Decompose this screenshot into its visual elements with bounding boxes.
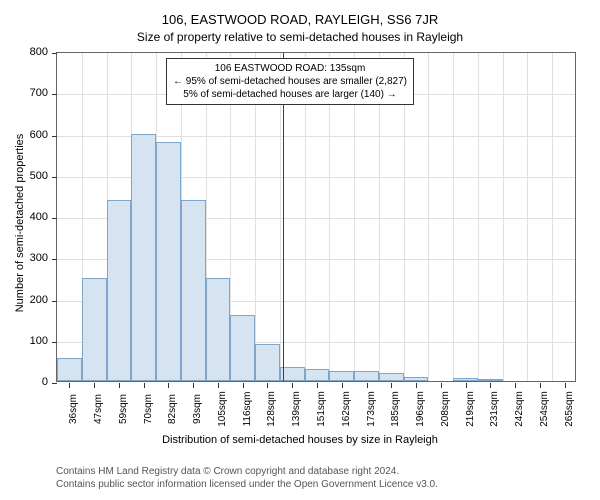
xtick-label: 139sqm (291, 391, 302, 427)
histogram-bar (230, 315, 255, 381)
ytick (52, 136, 57, 137)
ytick (52, 301, 57, 302)
gridline-x (503, 53, 504, 381)
xtick (490, 383, 491, 388)
xtick (267, 383, 268, 388)
annotation-line1: 106 EASTWOOD ROAD: 135sqm (173, 62, 407, 75)
annotation-line3: 5% of semi-detached houses are larger (1… (173, 88, 407, 101)
xtick (193, 383, 194, 388)
histogram-bar (107, 200, 132, 382)
xtick-label: 36sqm (68, 394, 79, 424)
histogram-bar (478, 379, 503, 381)
histogram-bar (379, 373, 404, 381)
xtick (367, 383, 368, 388)
ytick-label: 100 (0, 335, 48, 347)
histogram-bar (57, 358, 82, 381)
histogram-bar (156, 142, 181, 381)
ytick-label: 800 (0, 46, 48, 58)
ytick (52, 218, 57, 219)
xtick (243, 383, 244, 388)
ytick (52, 177, 57, 178)
histogram-bar (329, 371, 354, 381)
xtick (441, 383, 442, 388)
histogram-bar (453, 378, 478, 381)
gridline-x (453, 53, 454, 381)
xtick-label: 265sqm (564, 391, 575, 427)
xtick-label: 231sqm (489, 391, 500, 427)
histogram-bar (181, 200, 206, 382)
ytick (52, 94, 57, 95)
xtick (342, 383, 343, 388)
xtick-label: 105sqm (217, 391, 228, 427)
xtick (218, 383, 219, 388)
xtick (69, 383, 70, 388)
xtick (466, 383, 467, 388)
histogram-bar (255, 344, 280, 381)
histogram-bar (305, 369, 330, 381)
annotation-box: 106 EASTWOOD ROAD: 135sqm← 95% of semi-d… (166, 58, 414, 105)
xtick (515, 383, 516, 388)
xtick-label: 185sqm (390, 391, 401, 427)
gridline-x (428, 53, 429, 381)
chart-title-lower: Size of property relative to semi-detach… (0, 30, 600, 44)
xtick-label: 242sqm (514, 391, 525, 427)
chart-title-upper: 106, EASTWOOD ROAD, RAYLEIGH, SS6 7JR (0, 12, 600, 27)
histogram-bar (131, 134, 156, 382)
gridline-x (527, 53, 528, 381)
x-axis-label: Distribution of semi-detached houses by … (0, 434, 600, 446)
xtick-label: 70sqm (143, 394, 154, 424)
footer-line-2: Contains public sector information licen… (56, 479, 438, 490)
xtick (292, 383, 293, 388)
ytick (52, 259, 57, 260)
histogram-bar (354, 371, 379, 381)
ytick-label: 700 (0, 87, 48, 99)
annotation-line2: ← 95% of semi-detached houses are smalle… (173, 75, 407, 88)
ytick (52, 53, 57, 54)
ytick-label: 600 (0, 129, 48, 141)
gridline-x (478, 53, 479, 381)
ytick-label: 0 (0, 376, 48, 388)
xtick (144, 383, 145, 388)
xtick-label: 208sqm (440, 391, 451, 427)
histogram-bar (404, 377, 429, 381)
xtick (565, 383, 566, 388)
ytick (52, 342, 57, 343)
xtick-label: 151sqm (316, 391, 327, 427)
xtick-label: 93sqm (192, 394, 203, 424)
ytick (52, 383, 57, 384)
gridline-x (552, 53, 553, 381)
xtick-label: 128sqm (266, 391, 277, 427)
xtick-label: 47sqm (93, 394, 104, 424)
xtick (540, 383, 541, 388)
histogram-bar (206, 278, 231, 381)
xtick-label: 116sqm (242, 392, 253, 427)
xtick-label: 173sqm (366, 391, 377, 427)
xtick-label: 59sqm (118, 394, 129, 424)
histogram-bar (82, 278, 107, 381)
xtick (416, 383, 417, 388)
xtick-label: 196sqm (415, 391, 426, 427)
footer-line-1: Contains HM Land Registry data © Crown c… (56, 466, 399, 477)
xtick-label: 254sqm (539, 391, 550, 427)
ytick-label: 500 (0, 170, 48, 182)
xtick (317, 383, 318, 388)
ytick-label: 400 (0, 211, 48, 223)
xtick-label: 219sqm (465, 391, 476, 427)
xtick (94, 383, 95, 388)
ytick-label: 200 (0, 294, 48, 306)
ytick-label: 300 (0, 252, 48, 264)
xtick-label: 82sqm (167, 394, 178, 424)
xtick (391, 383, 392, 388)
xtick-label: 162sqm (341, 391, 352, 427)
xtick (119, 383, 120, 388)
xtick (168, 383, 169, 388)
